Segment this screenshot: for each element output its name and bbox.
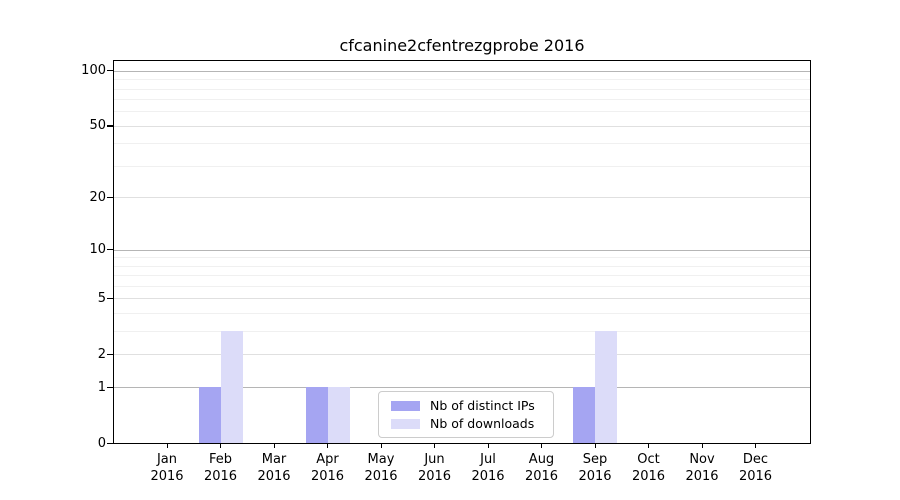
legend-swatch xyxy=(391,418,420,429)
x-axis-tick-label: Apr 2016 xyxy=(310,452,345,484)
x-tick-mark xyxy=(380,443,382,448)
x-axis-tick-label: Mar 2016 xyxy=(257,452,291,484)
bars-layer xyxy=(114,61,810,443)
y-axis-tick-label: 50 xyxy=(89,118,106,134)
y-axis-tick-label: 10 xyxy=(89,242,106,258)
x-axis-tick-label: Sep 2016 xyxy=(578,452,612,484)
gridline-minor xyxy=(114,88,810,90)
x-tick-mark xyxy=(166,443,168,448)
legend-swatch xyxy=(391,400,420,411)
bar-downloads xyxy=(327,387,350,443)
x-tick-mark xyxy=(648,443,650,448)
gridline-major xyxy=(114,197,810,199)
gridline-minor xyxy=(114,143,810,145)
plot-area: Nb of distinct IPs Nb of downloads xyxy=(113,60,811,444)
x-tick-mark xyxy=(594,443,596,448)
x-tick-mark xyxy=(487,443,489,448)
x-axis-tick-label: May 2016 xyxy=(364,452,398,484)
x-tick-mark xyxy=(327,443,329,448)
gridline-minor xyxy=(114,111,810,113)
legend-label: Nb of downloads xyxy=(430,416,535,431)
y-axis-tick-label: 1 xyxy=(97,379,106,395)
y-tick-mark xyxy=(107,125,113,127)
x-tick-mark xyxy=(273,443,275,448)
x-axis-tick-label: Dec 2016 xyxy=(738,452,773,484)
gridline-minor xyxy=(114,275,810,277)
y-tick-mark xyxy=(107,297,113,300)
y-tick-mark xyxy=(107,70,113,72)
y-axis-tick-label: 5 xyxy=(97,290,106,306)
gridline-major xyxy=(114,354,810,356)
bar-downloads xyxy=(595,331,617,443)
x-tick-mark xyxy=(541,443,543,448)
gridline-major xyxy=(114,125,810,127)
legend-item: Nb of distinct IPs xyxy=(387,398,545,413)
gridline-minor xyxy=(114,265,810,267)
bar-downloads xyxy=(220,331,243,443)
legend-item: Nb of downloads xyxy=(387,416,545,431)
gridline-minor xyxy=(114,166,810,168)
y-tick-mark xyxy=(107,442,113,444)
x-axis-tick-label: Jul 2016 xyxy=(471,452,505,484)
y-tick-mark xyxy=(107,249,113,251)
y-axis-tick-label: 2 xyxy=(97,346,106,362)
y-tick-mark xyxy=(107,353,113,356)
y-axis-tick-label: 0 xyxy=(97,435,106,451)
x-axis-tick-label: Feb 2016 xyxy=(203,452,238,484)
gridlines-layer xyxy=(114,61,810,443)
chart-title: cfcanine2cfentrezgprobe 2016 xyxy=(339,36,585,55)
x-tick-mark xyxy=(755,443,757,448)
gridline-minor xyxy=(114,331,810,333)
gridline-minor xyxy=(114,79,810,81)
y-tick-mark xyxy=(107,386,113,388)
bar-distinct-ips xyxy=(305,387,328,443)
x-axis-tick-label: Oct 2016 xyxy=(631,452,666,484)
gridline-decade xyxy=(114,387,810,389)
x-tick-mark xyxy=(434,443,436,448)
x-tick-mark xyxy=(701,443,703,448)
bar-distinct-ips xyxy=(198,387,221,443)
gridline-decade xyxy=(114,70,810,72)
gridline-minor xyxy=(114,99,810,101)
x-axis-tick-label: Aug 2016 xyxy=(524,452,559,484)
legend-label: Nb of distinct IPs xyxy=(430,398,535,413)
gridline-minor xyxy=(114,313,810,315)
x-axis-tick-label: Nov 2016 xyxy=(685,452,719,484)
gridline-minor xyxy=(114,286,810,288)
y-axis-tick-label: 100 xyxy=(81,63,106,79)
y-axis-tick-label: 20 xyxy=(89,189,106,205)
legend: Nb of distinct IPs Nb of downloads xyxy=(378,391,554,438)
x-axis-tick-label: Jan 2016 xyxy=(150,452,184,484)
gridline-decade xyxy=(114,249,810,251)
gridline-major xyxy=(114,298,810,300)
x-tick-mark xyxy=(220,443,222,448)
gridline-minor xyxy=(114,257,810,259)
bar-distinct-ips xyxy=(573,387,595,443)
x-axis-tick-label: Jun 2016 xyxy=(417,452,452,484)
y-tick-mark xyxy=(107,196,113,199)
